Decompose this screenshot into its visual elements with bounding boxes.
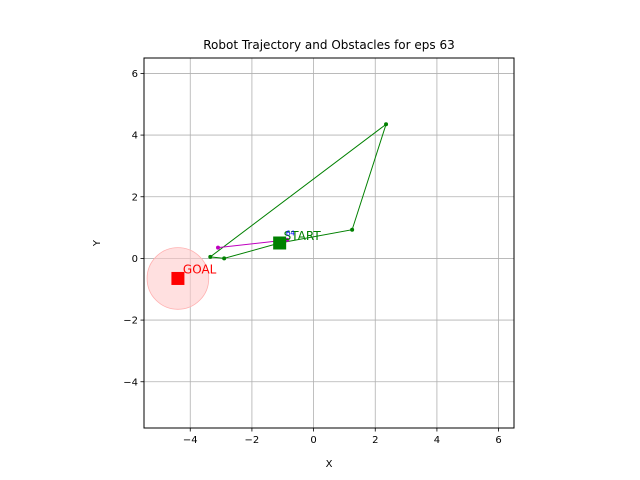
y-tick-label: 4 [132,131,138,142]
goal-label: GOAL [183,262,217,276]
grid [144,58,514,428]
y-axis-label: Y [92,239,103,247]
trajectory-point [216,245,220,250]
y-tick-label: 0 [132,254,138,265]
x-tick-label: −2 [245,435,260,446]
x-tick-label: 0 [310,435,316,446]
x-tick-label: −4 [183,435,198,446]
trajectory-point [384,122,389,127]
ticks: −4 −2 0 2 4 6 −4 −2 0 2 4 6 [123,69,502,446]
x-tick-label: 4 [434,435,440,446]
start-label: START [284,229,322,243]
start-marker [273,236,287,250]
trajectory-point [222,256,227,261]
chart-title: Robot Trajectory and Obstacles for eps 6… [203,38,454,52]
y-tick-label: 2 [132,192,138,203]
trajectory-point [350,227,355,232]
y-tick-label: −4 [123,377,138,388]
y-tick-label: −2 [123,316,138,327]
x-tick-label: 2 [372,435,378,446]
x-tick-label: 6 [495,435,501,446]
trajectory-line-0 [208,122,388,259]
trajectory-point [285,237,290,242]
trajectory-point [208,254,213,259]
data-area: START GOAL 64 [146,122,389,310]
y-tick-label: 6 [132,69,138,80]
point-annotation: 64 [286,229,295,237]
goal-marker [171,271,185,285]
x-axis-label: X [326,459,333,470]
axes-frame [143,57,515,429]
